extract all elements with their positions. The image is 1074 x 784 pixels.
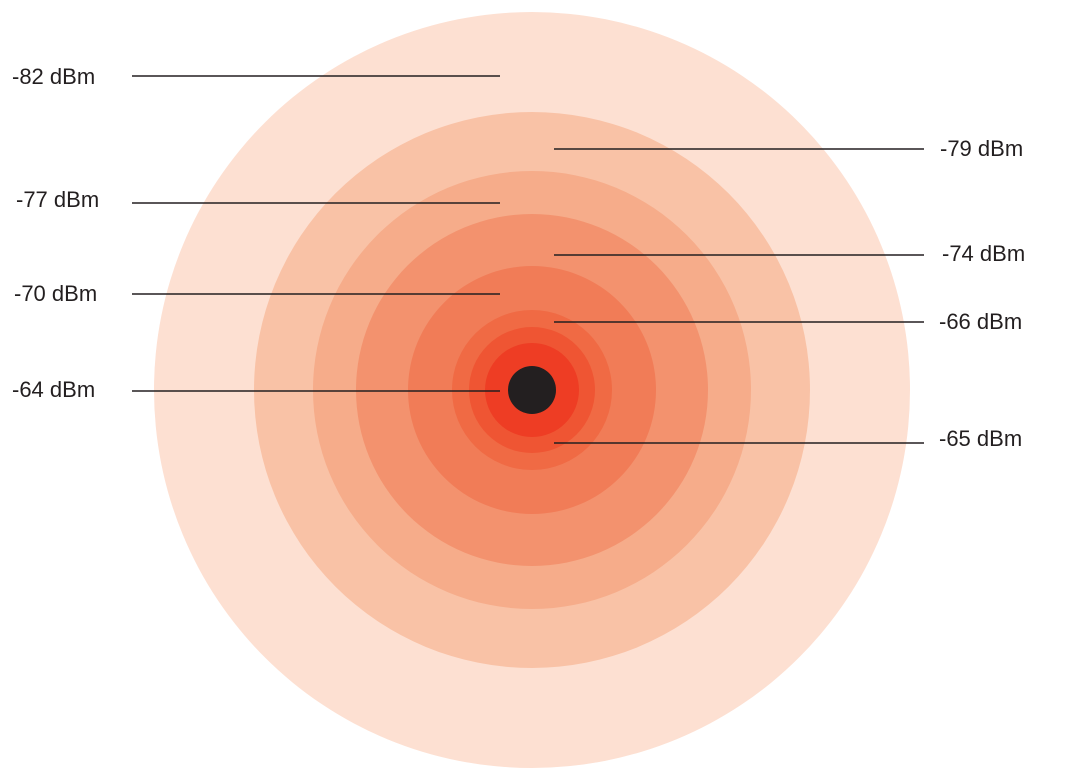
ring-label-77: -77 dBm xyxy=(16,187,99,212)
ring-label-70: -70 dBm xyxy=(14,281,97,306)
ring-label-65: -65 dBm xyxy=(939,426,1022,451)
ring-label-82: -82 dBm xyxy=(12,64,95,89)
ring-label-66: -66 dBm xyxy=(939,309,1022,334)
ring-label-79: -79 dBm xyxy=(940,136,1023,161)
signal-source-dot xyxy=(508,366,556,414)
rings-layer xyxy=(154,12,910,768)
ring-labels: -82 dBm -79 dBm -77 dBm -74 dBm -70 dBm … xyxy=(12,64,1025,451)
ring-label-74: -74 dBm xyxy=(942,241,1025,266)
ring-label-64: -64 dBm xyxy=(12,377,95,402)
leader-lines xyxy=(132,75,924,444)
